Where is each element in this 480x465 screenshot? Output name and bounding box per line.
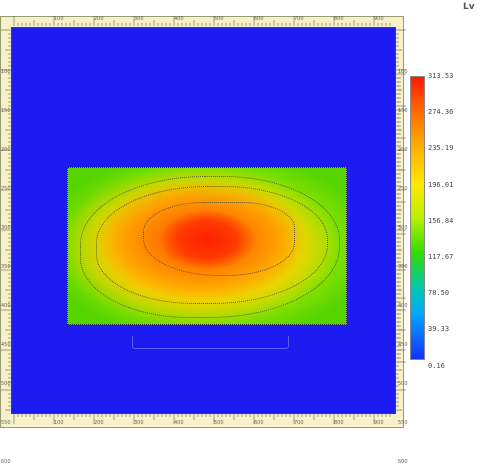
color-scale-label: 156.84 [428,216,454,225]
left-tick-label: 600 [1,459,11,465]
color-scale-label: 313.53 [428,72,454,80]
bottom-tick-label: 600 [254,420,264,426]
left-tick-label: 250 [1,186,11,192]
left-tick-label: 300 [1,225,11,231]
color-scale-label: 117.67 [428,253,454,261]
left-tick-label: 550 [1,420,11,426]
left-tick-label: 500 [1,381,11,387]
contour-outer [80,176,340,318]
contour-middle [96,186,328,304]
bottom-tick-label: 400 [174,420,184,426]
top-tick-label: 900 [374,16,384,22]
top-tick-label: 400 [174,16,184,22]
bottom-tick-label: 100 [54,420,64,426]
bottom-tick-label: 800 [334,420,344,426]
left-tick-label: 200 [1,147,11,153]
right-tick-label: 500 [398,381,408,387]
right-tick-label: 250 [398,186,408,192]
right-tick-label: 400 [398,303,408,309]
luminance-map[interactable] [11,27,396,414]
color-scale-label: 196.01 [428,180,454,189]
top-tick-label: 700 [294,16,304,22]
top-tick-label: 100 [54,16,64,22]
left-tick-label: 150 [1,108,11,114]
left-ruler [1,29,11,411]
right-tick-label: 600 [398,459,408,465]
right-tick-label: 150 [398,108,408,114]
bottom-tick-label: 300 [134,420,144,426]
right-tick-label: 100 [398,69,408,75]
right-tick-label: 300 [398,225,408,231]
bottom-ruler [13,414,391,424]
right-tick-label: 350 [398,264,408,270]
reflection-outline [132,336,289,349]
color-scale-label: 39.33 [428,325,450,334]
color-scale-label: 0.16 [428,361,445,370]
color-scale-label: 235.19 [428,144,454,153]
top-tick-label: 600 [254,16,264,22]
color-scale-label: 274.36 [428,108,454,117]
right-tick-label: 550 [398,420,408,426]
left-tick-label: 100 [1,69,11,75]
bottom-tick-label: 900 [374,420,384,426]
color-scale-label: 78.50 [428,289,450,298]
scale-ruler [398,73,406,363]
top-tick-label: 300 [134,16,144,22]
left-tick-label: 400 [1,303,11,309]
right-tick-label: 200 [398,147,408,153]
quantity-label: Lv [463,2,475,12]
top-tick-label: 200 [94,16,104,22]
luminance-panel [67,167,347,325]
top-ruler [13,16,391,26]
top-tick-label: 800 [334,16,344,22]
bottom-tick-label: 500 [214,420,224,426]
bottom-tick-label: 200 [94,420,104,426]
color-scale-bar [410,76,425,360]
left-tick-label: 350 [1,264,11,270]
right-tick-label: 450 [398,342,408,348]
top-tick-label: 500 [214,16,224,22]
bottom-tick-label: 700 [294,420,304,426]
contour-inner [143,202,295,276]
left-tick-label: 450 [1,342,11,348]
